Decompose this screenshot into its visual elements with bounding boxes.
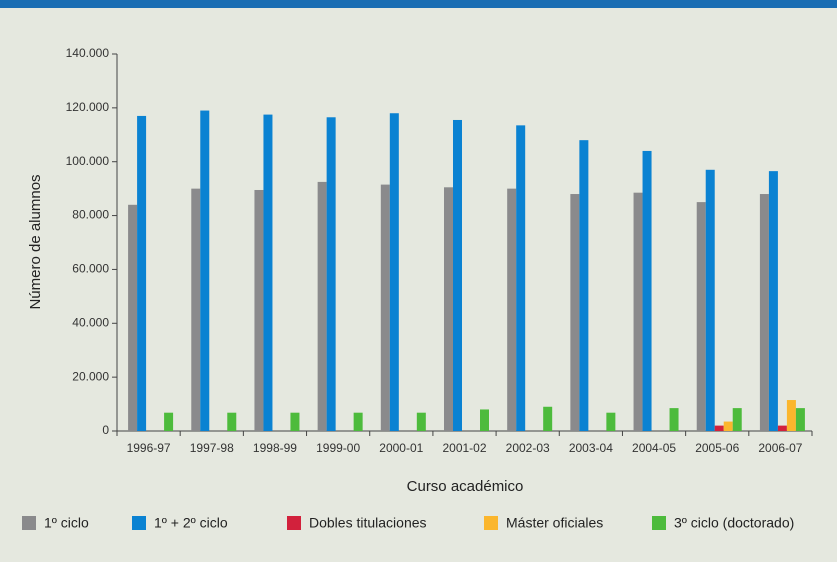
bar [200,110,210,432]
bar [516,125,526,431]
bar [633,192,643,431]
bar [543,406,553,431]
bar [795,408,805,431]
y-tick-label: 0 [102,423,109,437]
bar [416,412,426,431]
bar [768,171,778,431]
bar [714,425,724,431]
x-tick-label: 2005-06 [695,441,739,455]
x-tick-label: 1999-00 [316,441,360,455]
bar [317,181,327,431]
bar [254,189,264,431]
bar [263,114,273,431]
legend-label: 1º ciclo [44,515,89,531]
bar [453,119,462,431]
bar [326,117,336,432]
x-axis-title: Curso académico [407,478,524,495]
bar [669,408,679,431]
bar [786,400,796,431]
bar [137,115,147,431]
bar [606,412,616,431]
bar [389,113,399,431]
bar [128,204,138,431]
x-tick-label: 1997-98 [190,441,234,455]
bar [759,194,769,431]
y-tick-label: 40.000 [72,315,109,329]
x-tick-label: 1996-97 [127,441,171,455]
bar [507,188,517,431]
y-axis-title: Número de alumnos [27,174,44,309]
bar [777,425,787,431]
bar [480,409,489,431]
bar [353,412,363,431]
legend-label: 3º ciclo (doctorado) [674,515,794,531]
x-tick-label: 2003-04 [569,441,613,455]
bar [191,188,201,431]
legend-swatch [22,516,36,530]
y-tick-label: 100.000 [66,154,110,168]
bar [570,194,580,431]
bar [642,150,652,431]
bar [444,187,453,431]
bar [579,140,589,431]
bar [723,421,733,431]
y-tick-label: 80.000 [72,208,109,222]
legend-swatch [287,516,301,530]
legend-label: Dobles titulaciones [309,515,427,531]
y-tick-label: 120.000 [66,100,110,114]
bar [732,408,742,431]
legend-label: Máster oficiales [506,515,603,531]
legend-swatch [652,516,666,530]
y-tick-label: 20.000 [72,369,109,383]
x-tick-label: 2004-05 [632,441,676,455]
legend-swatch [132,516,146,530]
bar [705,169,715,432]
top-band [0,0,837,8]
x-tick-label: 1998-99 [253,441,297,455]
y-tick-label: 60.000 [72,262,109,276]
y-tick-label: 140.000 [66,46,110,60]
legend-label: 1º + 2º ciclo [154,515,228,531]
bar [164,412,174,431]
bar [696,202,706,431]
x-tick-label: 2006-07 [758,441,802,455]
bar [227,412,237,431]
x-tick-label: 2002-03 [506,441,550,455]
bar [380,184,390,431]
x-tick-label: 2001-02 [442,441,486,455]
x-tick-label: 2000-01 [379,441,423,455]
bar [290,412,300,431]
legend-swatch [484,516,498,530]
